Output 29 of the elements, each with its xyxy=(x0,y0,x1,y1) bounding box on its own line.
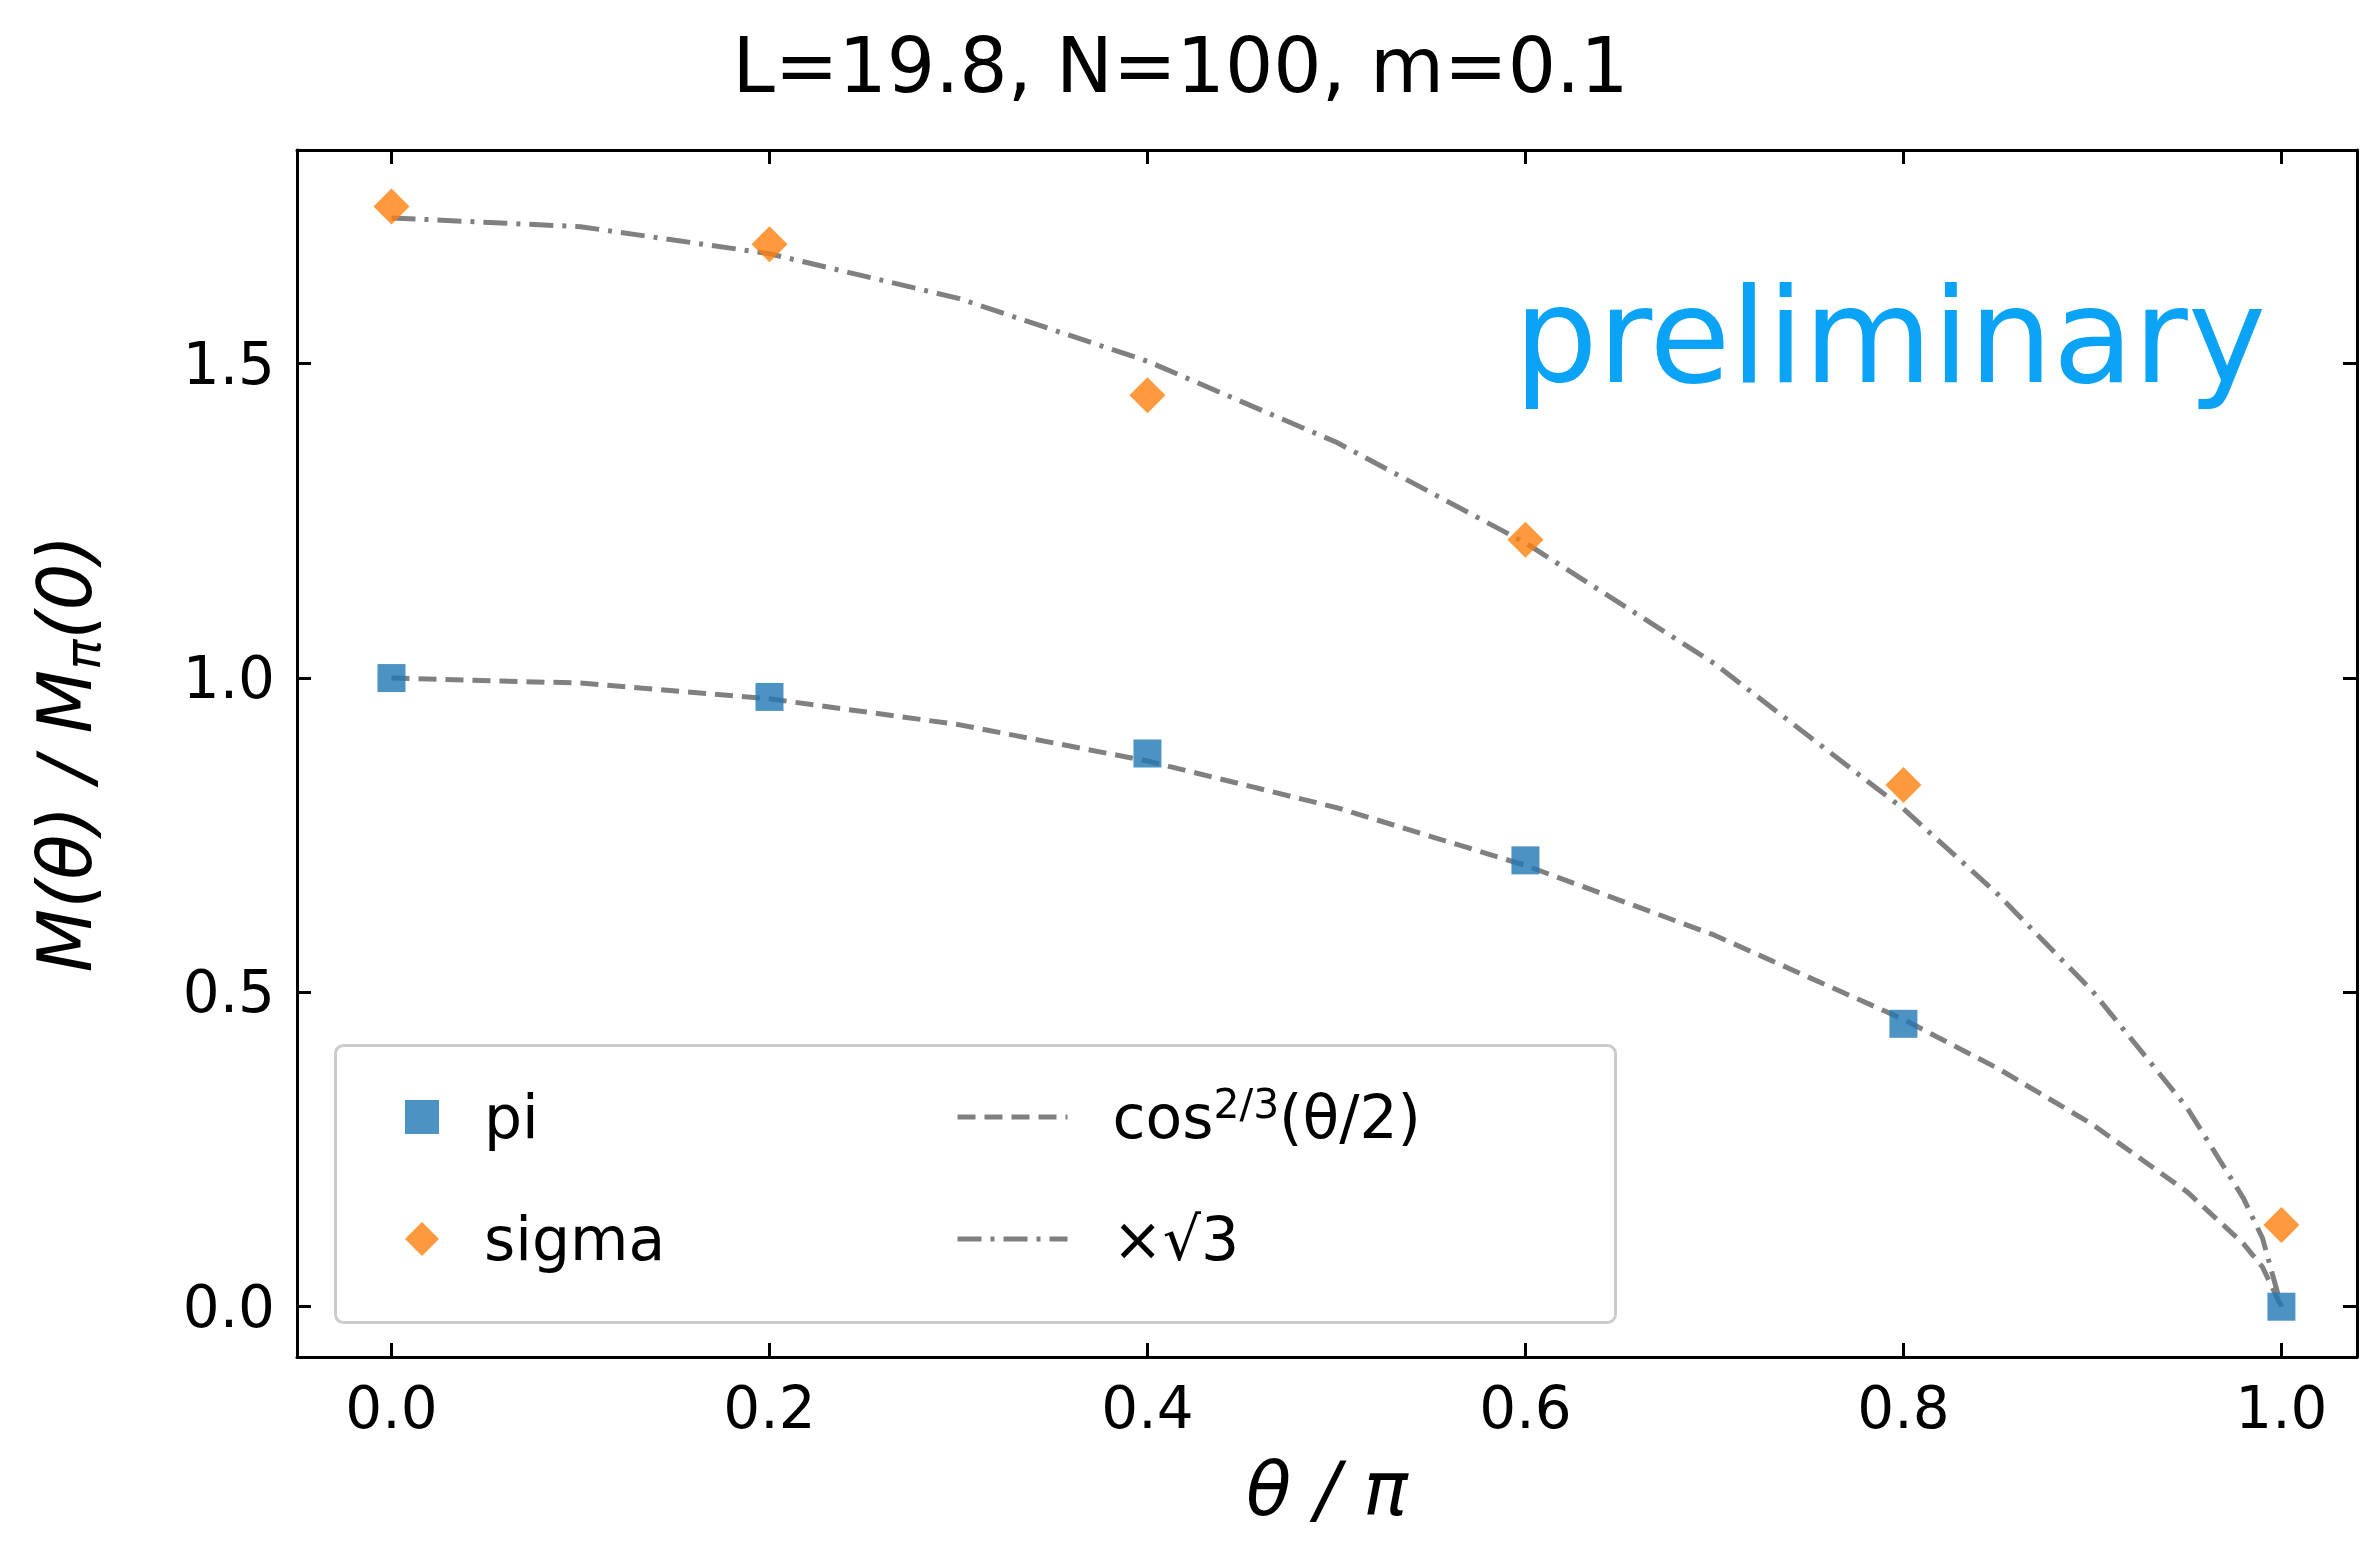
x-tick-label: 0.4 xyxy=(1101,1374,1194,1442)
point xyxy=(751,226,788,263)
legend-label: pi xyxy=(484,1082,539,1152)
x-tick-label: 0.2 xyxy=(723,1374,816,1442)
point xyxy=(755,682,784,711)
point xyxy=(377,664,406,693)
point xyxy=(2267,1292,2296,1321)
point xyxy=(1885,766,1922,803)
y-tick-label: 0.5 xyxy=(182,958,275,1027)
point xyxy=(1133,739,1162,768)
point xyxy=(2263,1206,2300,1243)
y-axis-title: M(θ) / Mπ(0) xyxy=(22,534,112,973)
x-tick-label: 0.8 xyxy=(1857,1374,1950,1442)
x-tick-label: 1.0 xyxy=(2235,1374,2328,1442)
point xyxy=(373,188,410,225)
y-tick-label: 1.0 xyxy=(182,644,275,713)
x-tick-label: 0.0 xyxy=(345,1374,438,1442)
point xyxy=(1507,521,1544,558)
point xyxy=(1889,1009,1918,1038)
legend-label: ×√3 xyxy=(1112,1204,1240,1274)
x-axis-title: θ / π xyxy=(1246,1446,1410,1532)
point xyxy=(1511,846,1540,875)
legend-label: sigma xyxy=(484,1204,666,1274)
y-tick-label: 1.5 xyxy=(182,329,275,398)
y-tick-label: 0.0 xyxy=(182,1272,275,1341)
x-tick-label: 0.6 xyxy=(1479,1374,1572,1442)
annotation: preliminary xyxy=(1514,259,2267,413)
chart-title: L=19.8, N=100, m=0.1 xyxy=(732,20,1629,110)
point xyxy=(1129,377,1166,414)
